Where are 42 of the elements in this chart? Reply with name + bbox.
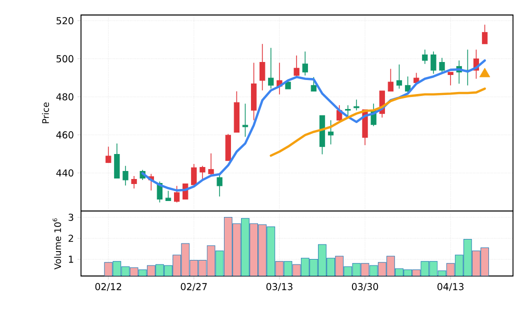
candlestick bbox=[242, 103, 248, 138]
y-tick-label: 460 bbox=[56, 131, 74, 138]
x-tick-label: 02/27 bbox=[180, 283, 207, 291]
candlestick bbox=[208, 152, 214, 177]
candlestick bbox=[200, 166, 206, 180]
candlestick bbox=[328, 120, 334, 145]
candlestick bbox=[302, 51, 308, 76]
candlestick bbox=[482, 24, 488, 44]
y-tick-label: 500 bbox=[56, 55, 74, 62]
x-tick-label: 03/13 bbox=[266, 283, 292, 291]
line-series bbox=[270, 87, 486, 157]
candlestick bbox=[260, 44, 266, 91]
candlestick bbox=[114, 143, 120, 179]
candlestick bbox=[294, 55, 300, 78]
candlestick bbox=[310, 76, 316, 92]
candlestick bbox=[448, 72, 454, 86]
candlestick bbox=[404, 76, 411, 94]
y-axis-title: Price bbox=[42, 102, 49, 124]
y-tick-label: 440 bbox=[56, 169, 74, 177]
y-tick-label: 1 bbox=[68, 256, 74, 263]
y-tick-label: 480 bbox=[56, 93, 74, 100]
candlestick bbox=[388, 68, 394, 92]
candlestick bbox=[439, 57, 445, 74]
candlestick bbox=[268, 48, 274, 90]
candlestick bbox=[216, 172, 222, 197]
x-tick-label: 02/12 bbox=[95, 283, 122, 291]
candlestick bbox=[422, 49, 428, 64]
candlestick bbox=[396, 64, 402, 90]
x-tick-label: 03/30 bbox=[352, 283, 378, 291]
x-tick-label: 04/13 bbox=[437, 283, 464, 291]
candlestick bbox=[174, 185, 180, 203]
candlestick bbox=[106, 146, 112, 164]
candlestick bbox=[430, 51, 436, 74]
candlestick bbox=[122, 166, 128, 186]
y-axis-title: Volume 10$^{6}$ bbox=[52, 218, 62, 270]
candlestick bbox=[165, 190, 172, 202]
y-tick-label: 2 bbox=[68, 234, 74, 242]
candlestick bbox=[131, 176, 137, 189]
y-tick-label: 520 bbox=[56, 17, 74, 24]
candlestick bbox=[191, 164, 197, 186]
y-tick-label: 3 bbox=[68, 214, 74, 221]
candlestick bbox=[354, 99, 360, 111]
